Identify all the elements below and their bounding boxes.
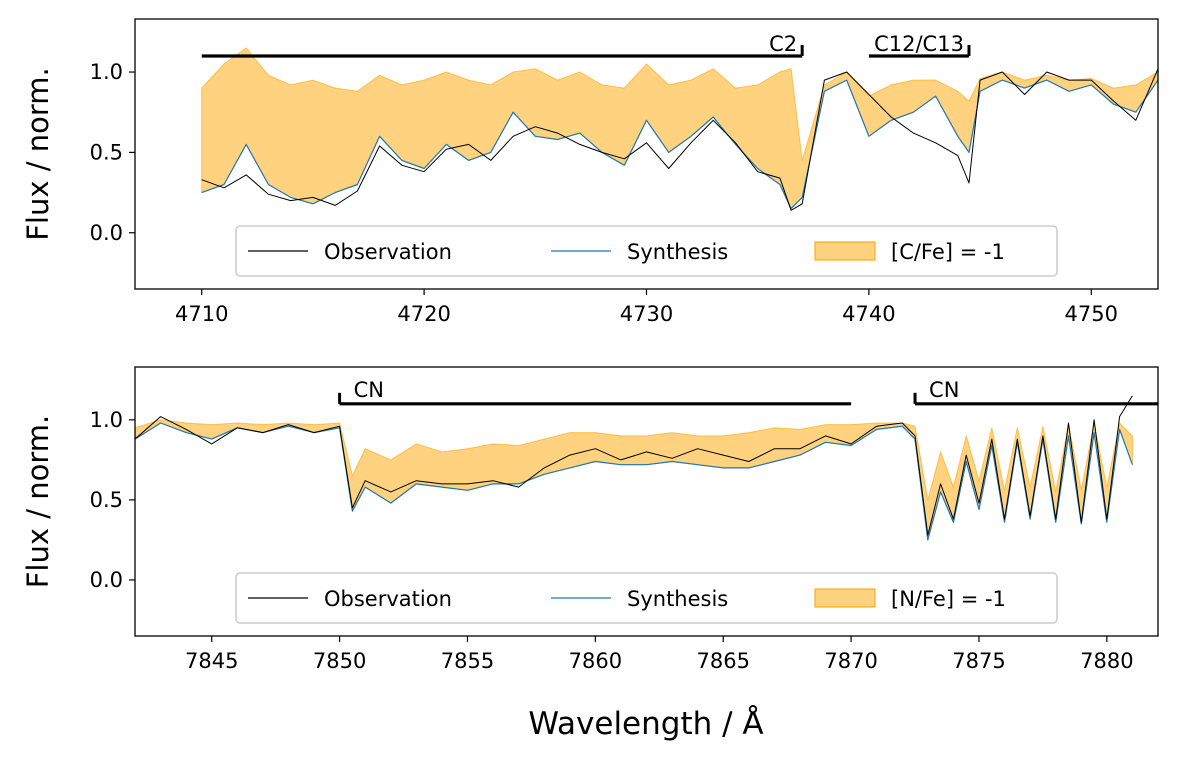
axes-frame xyxy=(134,366,1159,637)
observation-line xyxy=(201,68,1158,211)
x-tick-label: 4740 xyxy=(842,302,895,326)
y-tick-label: 1.0 xyxy=(90,408,123,432)
legend: Observation Synthesis [C/Fe] = -1 xyxy=(235,225,1058,277)
band-label: C2 xyxy=(769,32,797,56)
abundance-fill-area xyxy=(201,47,1158,210)
panel-2: CN CN 7845 7850 7855 7860 7865 7870 7875 7880 0.0 0… xyxy=(21,366,1159,673)
legend-frame xyxy=(235,572,1058,624)
y-tick-label: 0.5 xyxy=(90,140,123,164)
band-label: C12/C13 xyxy=(874,32,964,56)
x-tick-label: 4720 xyxy=(397,302,450,326)
y-axis-title: Flux / norm. xyxy=(21,415,55,589)
legend-label: Synthesis xyxy=(627,240,728,264)
legend-label: [C/Fe] = -1 xyxy=(891,240,1005,264)
y-axis-title: Flux / norm. xyxy=(21,67,55,241)
band-label: CN xyxy=(929,378,959,402)
x-tick-label: 7880 xyxy=(1080,649,1133,673)
x-tick-label: 7875 xyxy=(952,649,1005,673)
legend-swatch-patch xyxy=(814,241,876,261)
y-tick-label: 0.5 xyxy=(90,488,123,512)
x-tick-label: 7870 xyxy=(824,649,877,673)
legend-label: Observation xyxy=(324,240,452,264)
x-tick-label: 7865 xyxy=(696,649,749,673)
y-tick-label: 0.0 xyxy=(90,568,123,592)
panel-1: C2 C12/C13 4710 4720 4730 4740 4750 0.0 0.5 1.0 Fl… xyxy=(21,18,1159,326)
legend: Observation Synthesis [N/Fe] = -1 xyxy=(235,572,1058,624)
y-tick-label: 0.0 xyxy=(90,221,123,245)
x-axis-title: Wavelength / Å xyxy=(528,706,763,742)
legend-swatch-patch xyxy=(814,588,876,608)
observation-line xyxy=(135,395,1133,536)
synthesis-line xyxy=(201,79,1158,210)
legend-label: Synthesis xyxy=(627,587,728,611)
x-tick-label: 4730 xyxy=(620,302,673,326)
x-tick-label: 4710 xyxy=(175,302,228,326)
legend-label: Observation xyxy=(324,587,452,611)
band-label: CN xyxy=(354,378,384,402)
x-tick-label: 4750 xyxy=(1065,302,1118,326)
x-tick-label: 7860 xyxy=(569,649,622,673)
x-tick-label: 7850 xyxy=(313,649,366,673)
x-tick-label: 7855 xyxy=(441,649,494,673)
legend-label: [N/Fe] = -1 xyxy=(891,587,1006,611)
abundance-fill-area xyxy=(135,419,1133,541)
x-tick-label: 7845 xyxy=(185,649,238,673)
legend-frame xyxy=(235,225,1058,277)
y-tick-label: 1.0 xyxy=(90,60,123,84)
